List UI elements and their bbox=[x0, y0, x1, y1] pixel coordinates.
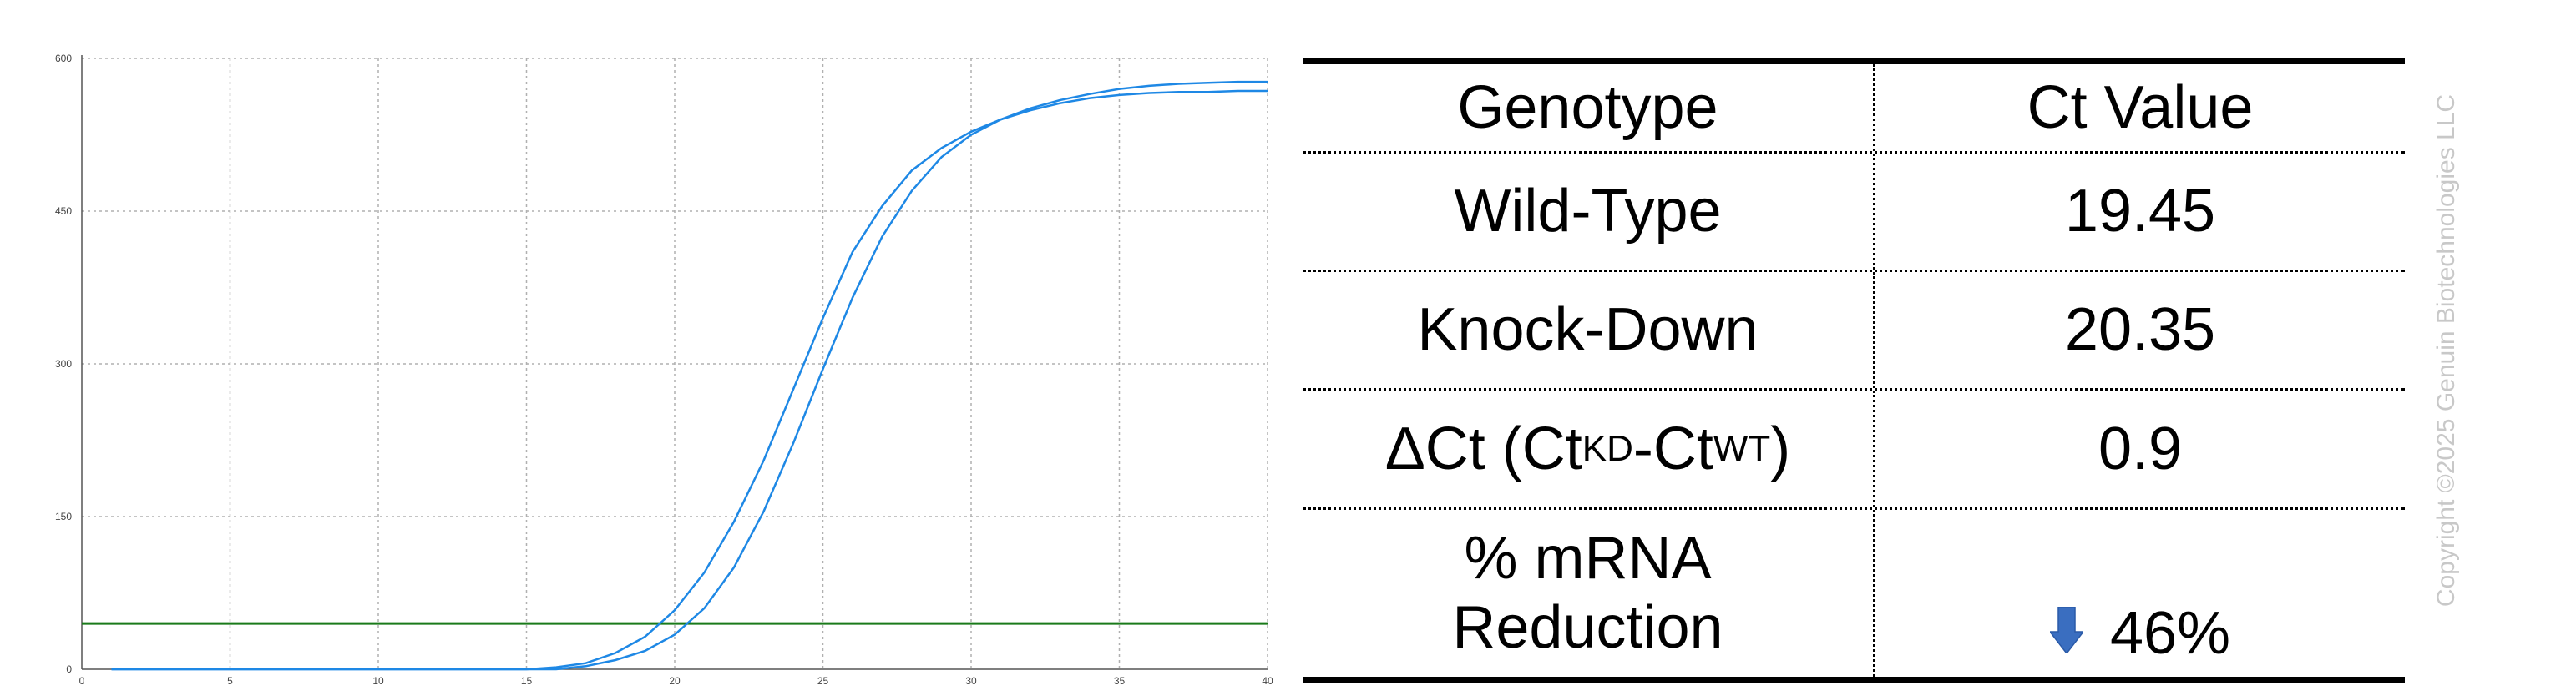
ct-value-table-area: Genotype Ct Value Wild-Type 19.45 Knock-… bbox=[1303, 58, 2405, 684]
header-genotype: Genotype bbox=[1303, 64, 1875, 151]
row-value: 20.35 bbox=[2064, 296, 2216, 364]
y-tick-label: 600 bbox=[55, 53, 72, 64]
amplification-curve bbox=[111, 89, 1268, 671]
copyright-watermark: Copyright ©2025 Genuin Biotechnologies L… bbox=[2422, 50, 2472, 651]
subscript-kd: KD bbox=[1582, 427, 1633, 469]
row-label: Wild-Type bbox=[1303, 154, 1875, 270]
x-tick-label: 10 bbox=[372, 675, 384, 687]
x-tick-label: 40 bbox=[1262, 675, 1273, 687]
down-arrow-icon bbox=[2048, 599, 2085, 668]
row-value-reduction: 46% bbox=[1875, 510, 2405, 677]
table-row-delta-ct: ΔCt (Ct KD -Ct WT) 0.9 bbox=[1303, 391, 2405, 510]
subscript-wt: WT bbox=[1713, 427, 1771, 469]
row-label: Knock-Down bbox=[1303, 272, 1875, 388]
table-row-wild-type: Wild-Type 19.45 bbox=[1303, 154, 2405, 272]
x-tick-label: 20 bbox=[669, 675, 681, 687]
x-tick-label: 5 bbox=[227, 675, 233, 687]
header-ct-value: Ct Value bbox=[2027, 73, 2254, 141]
row-value: 0.9 bbox=[2098, 415, 2183, 482]
table-header-row: Genotype Ct Value bbox=[1303, 64, 2405, 154]
y-tick-label: 0 bbox=[66, 663, 72, 675]
watermark-text: Copyright ©2025 Genuin Biotechnologies L… bbox=[2432, 93, 2460, 608]
delta-ct-end: ) bbox=[1770, 415, 1791, 482]
ct-value-table: Genotype Ct Value Wild-Type 19.45 Knock-… bbox=[1303, 58, 2405, 683]
x-tick-label: 0 bbox=[79, 675, 85, 687]
x-tick-label: 15 bbox=[521, 675, 533, 687]
chart-svg: 0 5 10 15 20 25 30 35 40 0 150 300 450 600 bbox=[55, 53, 1273, 687]
x-tick-label: 30 bbox=[965, 675, 977, 687]
y-tick-label: 150 bbox=[55, 511, 72, 522]
label-line-2: Reduction bbox=[1452, 594, 1723, 661]
x-tick-label: 25 bbox=[817, 675, 829, 687]
row-label-delta-ct: ΔCt (Ct KD -Ct WT) bbox=[1303, 391, 1875, 507]
y-tick-label: 300 bbox=[55, 358, 72, 370]
row-label-reduction: % mRNA Reduction bbox=[1303, 510, 1875, 677]
amplification-curve bbox=[111, 80, 1268, 671]
reduction-value: 46% bbox=[2109, 600, 2231, 668]
y-tick-label: 450 bbox=[55, 205, 72, 217]
x-tick-label: 35 bbox=[1114, 675, 1126, 687]
label-line-1: % mRNA bbox=[1464, 525, 1712, 593]
row-value: 19.45 bbox=[2064, 178, 2216, 245]
table-row-mrna-reduction: % mRNA Reduction 46% bbox=[1303, 510, 2405, 677]
qpcr-amplification-chart: 0 5 10 15 20 25 30 35 40 0 150 300 450 600 bbox=[0, 0, 1286, 696]
table-row-knock-down: Knock-Down 20.35 bbox=[1303, 272, 2405, 391]
delta-ct-text: ΔCt (Ct bbox=[1384, 415, 1582, 482]
delta-ct-mid: -Ct bbox=[1632, 415, 1713, 482]
